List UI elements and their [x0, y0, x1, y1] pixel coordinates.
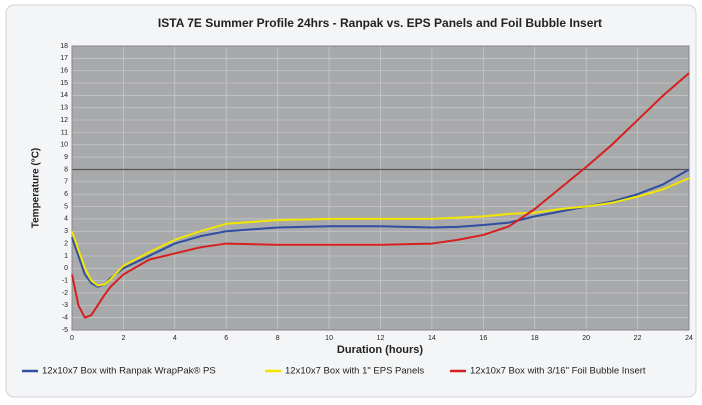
y-tick-label: 4 [64, 216, 68, 223]
x-tick-label: 0 [70, 335, 74, 342]
x-axis-label: Duration (hours) [337, 344, 423, 356]
y-tick-label: 1 [64, 253, 68, 260]
x-tick-label: 24 [685, 335, 693, 342]
x-tick-label: 12 [377, 335, 385, 342]
legend-label: 12x10x7 Box with Ranpak WrapPak® PS [42, 366, 216, 377]
y-tick-label: -2 [62, 290, 68, 297]
x-tick-label: 22 [634, 335, 642, 342]
y-tick-label: 13 [60, 105, 68, 112]
y-tick-label: -5 [62, 327, 68, 334]
y-tick-label: -3 [62, 302, 68, 309]
y-tick-label: 18 [60, 43, 68, 50]
x-tick-label: 20 [582, 335, 590, 342]
y-tick-label: 16 [60, 68, 68, 75]
x-tick-label: 10 [325, 335, 333, 342]
x-tick-label: 18 [531, 335, 539, 342]
y-tick-label: 7 [64, 179, 68, 186]
x-tick-label: 2 [121, 335, 125, 342]
y-tick-label: 17 [60, 55, 68, 62]
x-tick-label: 8 [276, 335, 280, 342]
x-tick-label: 14 [428, 335, 436, 342]
y-tick-label: 0 [64, 265, 68, 272]
y-tick-label: 11 [61, 129, 68, 136]
y-tick-label: 2 [64, 240, 68, 247]
series-line [71, 177, 690, 287]
y-tick-label: 15 [60, 80, 68, 87]
y-tick-label: 3 [64, 228, 68, 235]
x-tick-label: 16 [479, 335, 487, 342]
y-tick-label: 5 [64, 203, 68, 210]
y-tick-label: 10 [60, 142, 68, 149]
y-tick-label: 12 [60, 117, 68, 124]
y-tick-label: -1 [62, 277, 68, 284]
plot-border [71, 45, 690, 331]
y-axis-label: Temperature (°C) [31, 148, 42, 229]
legend-label: 12x10x7 Box with 1" EPS Panels [285, 366, 424, 377]
chart-title: ISTA 7E Summer Profile 24hrs - Ranpak vs… [158, 16, 602, 30]
y-tick-label: 14 [60, 92, 68, 99]
series-line [71, 72, 690, 319]
y-tick-label: 8 [64, 166, 68, 173]
y-tick-label: 6 [64, 191, 68, 198]
x-tick-label: 6 [224, 335, 228, 342]
y-tick-label: -4 [62, 314, 68, 321]
y-tick-label: 9 [64, 154, 68, 161]
x-tick-label: 4 [173, 335, 177, 342]
legend-label: 12x10x7 Box with 3/16" Foil Bubble Inser… [470, 366, 646, 377]
